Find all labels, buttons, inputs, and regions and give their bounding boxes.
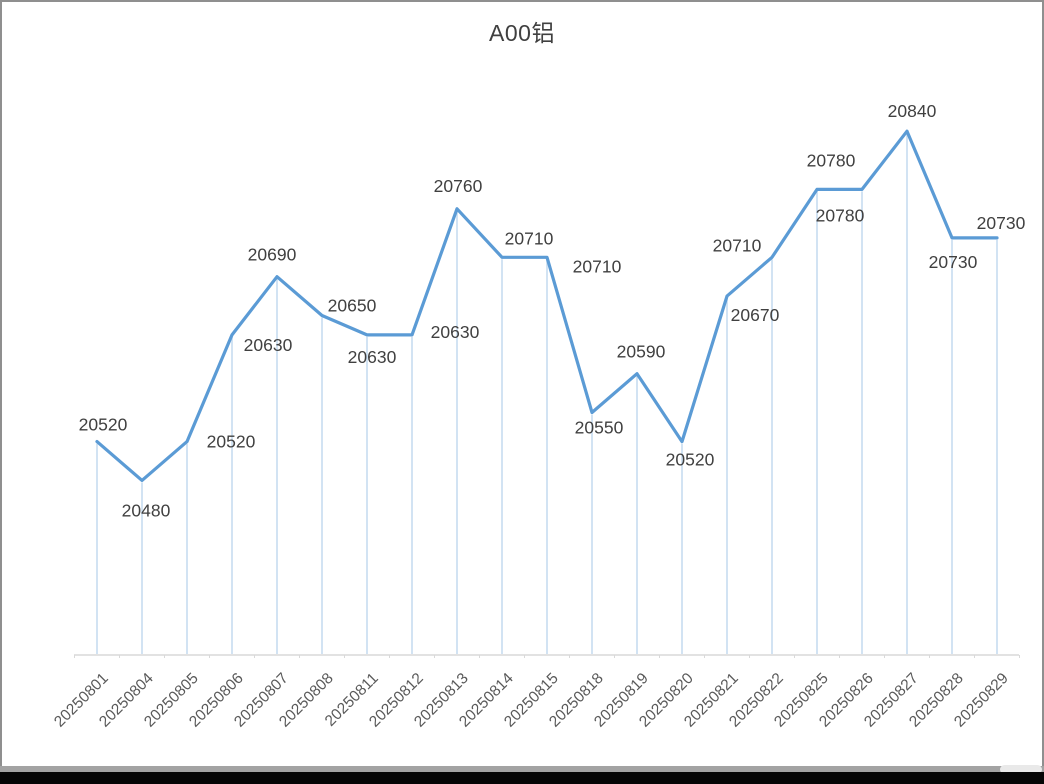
data-label: 20840 bbox=[888, 101, 937, 121]
data-label: 20520 bbox=[79, 415, 128, 435]
data-label: 20690 bbox=[248, 245, 297, 265]
data-label: 20710 bbox=[713, 235, 762, 255]
data-label: 20710 bbox=[573, 256, 622, 276]
data-label: 20480 bbox=[122, 500, 171, 520]
data-label: 20710 bbox=[505, 228, 554, 248]
series-line bbox=[95, 129, 999, 482]
scrollbar-thumb[interactable] bbox=[1000, 765, 1042, 774]
data-label: 20780 bbox=[807, 150, 856, 170]
data-label: 20650 bbox=[328, 296, 377, 316]
window-border-top bbox=[0, 0, 1044, 2]
bottom-bar-black bbox=[0, 772, 1044, 784]
data-label: 20590 bbox=[617, 342, 666, 362]
data-label: 20730 bbox=[977, 213, 1026, 233]
data-label: 20670 bbox=[731, 305, 780, 325]
bottom-bar-gray bbox=[0, 766, 1044, 772]
window-border-left bbox=[0, 0, 2, 767]
data-label: 20780 bbox=[816, 205, 865, 225]
data-label: 20760 bbox=[434, 176, 483, 196]
data-label: 20550 bbox=[575, 418, 624, 438]
data-label: 20630 bbox=[431, 322, 480, 342]
chart-title: A00铝 bbox=[489, 20, 555, 46]
data-label: 20630 bbox=[244, 335, 293, 355]
data-label: 20520 bbox=[207, 432, 256, 452]
data-label: 20730 bbox=[929, 252, 978, 272]
window-border-right bbox=[1042, 0, 1044, 767]
data-label: 20520 bbox=[666, 450, 715, 470]
data-label: 20630 bbox=[348, 347, 397, 367]
